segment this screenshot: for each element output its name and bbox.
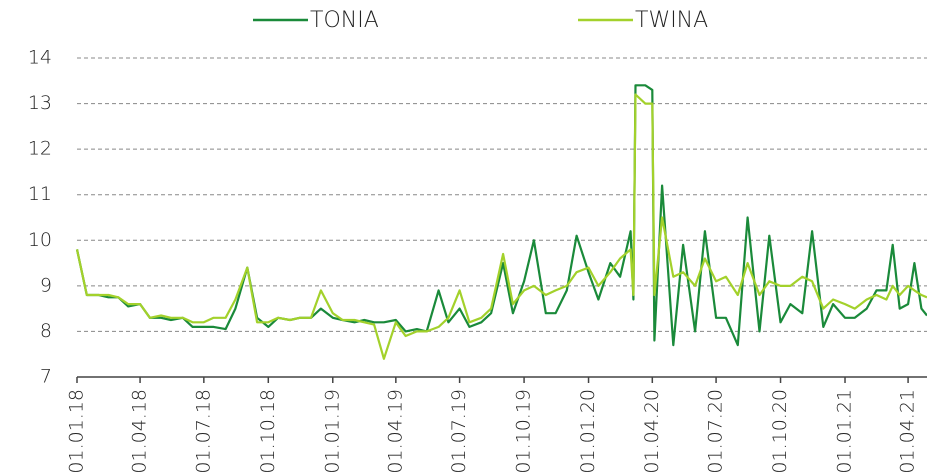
y-tick-label: 14 — [28, 47, 52, 69]
x-tick-label: 01.07.19 — [448, 389, 470, 474]
y-tick-label: 11 — [28, 183, 52, 205]
x-tick-label: 01.10.20 — [769, 389, 791, 474]
x-tick-label: 01.04.18 — [129, 389, 151, 474]
x-tick-label: 01.04.21 — [897, 389, 919, 474]
legend-label: TONIA — [310, 8, 379, 33]
x-tick-label: 01.01.19 — [321, 389, 343, 474]
x-tick-label: 01.07.20 — [705, 389, 727, 474]
y-tick-label: 10 — [28, 229, 52, 251]
x-tick-label: 01.10.19 — [513, 389, 535, 474]
x-tick-label: 01.01.21 — [834, 389, 856, 474]
y-tick-label: 8 — [40, 320, 52, 342]
series-line — [75, 84, 927, 347]
y-tick-label: 7 — [40, 366, 52, 388]
y-tick-label: 13 — [28, 92, 52, 114]
x-tick-label: 01.04.20 — [641, 389, 663, 474]
y-tick-label: 9 — [40, 274, 52, 296]
x-tick-label: 01.07.18 — [192, 389, 214, 474]
x-tick-label: 01.04.19 — [384, 389, 406, 474]
legend-label: TWINA — [635, 8, 708, 33]
x-tick-label: 01.01.18 — [66, 389, 88, 474]
x-tick-label: 01.01.20 — [577, 389, 599, 474]
series-line — [75, 93, 927, 360]
x-tick-label: 01.10.18 — [257, 389, 279, 474]
y-tick-label: 12 — [28, 138, 52, 160]
